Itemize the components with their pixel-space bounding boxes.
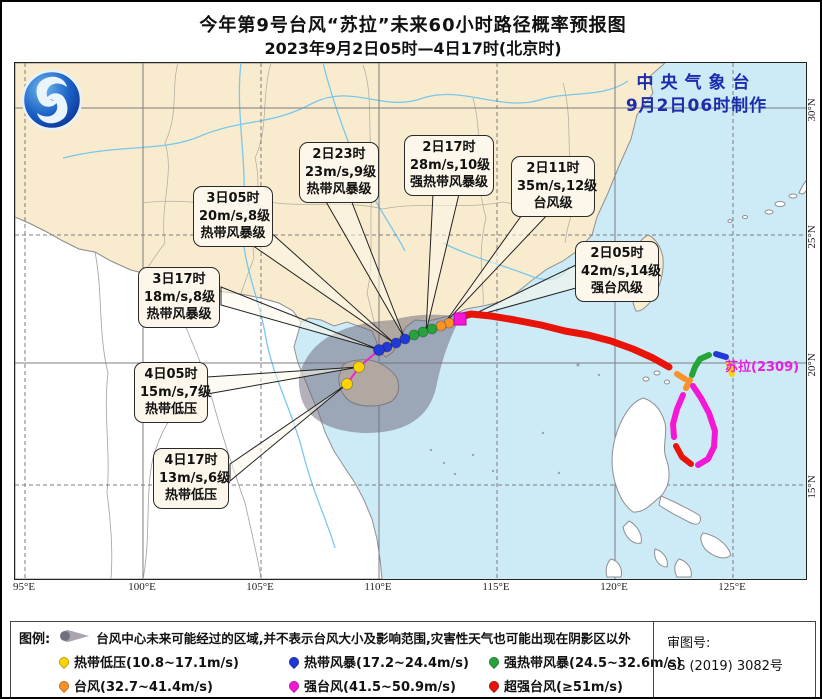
issue-time: 9月2日06时制作 bbox=[625, 95, 768, 116]
past-track bbox=[458, 310, 735, 468]
lon-label-100e: 100°E bbox=[128, 581, 156, 593]
legend-item-sts: 强热带风暴(24.5~32.6m/s) bbox=[486, 652, 682, 671]
callout-3d17: 3日17时 18m/s,8级 热带风暴级 bbox=[138, 267, 220, 328]
forecast-point-orange bbox=[435, 320, 447, 332]
forecast-track bbox=[341, 312, 467, 390]
legend-label: 图例: bbox=[19, 632, 51, 647]
lat-label-15n: 15°N bbox=[806, 475, 818, 499]
cma-logo bbox=[21, 69, 83, 131]
forecast-point-blue bbox=[399, 333, 411, 345]
figure-subtitle: 2023年9月2日05时—4日17时(北京时) bbox=[264, 39, 562, 58]
forecast-point-blue bbox=[390, 337, 402, 349]
ty-marker-icon bbox=[56, 678, 72, 693]
legend-item-super-ty: 超强台风(≥51m/s) bbox=[486, 676, 623, 695]
rivers bbox=[62, 63, 629, 549]
legend-item-sty: 强台风(41.5~50.9m/s) bbox=[286, 676, 456, 695]
forecast-point-yellow bbox=[353, 361, 365, 373]
callout-3d05: 3日05时 20m/s,8级 热带风暴级 bbox=[193, 186, 273, 247]
super-ty-marker-icon bbox=[486, 678, 502, 693]
figure-title: 今年第9号台风“苏拉”未来60小时路径概率预报图 bbox=[199, 15, 627, 36]
lat-label-30n: 30°N bbox=[806, 98, 818, 122]
lon-label-120e: 120°E bbox=[600, 581, 628, 593]
lon-label-105e: 105°E bbox=[246, 581, 274, 593]
forecast-point-green bbox=[426, 323, 438, 335]
callout-2d11: 2日11时 35m/s,12级 台风级 bbox=[511, 156, 597, 217]
south-china-sea-islets bbox=[429, 363, 601, 476]
legend-item-td: 热带低压(10.8~17.1m/s) bbox=[56, 652, 239, 671]
legend-item-ts: 热带风暴(17.2~24.4m/s) bbox=[286, 652, 469, 671]
legend-header-row: 图例: 台风中心未来可能经过的区域,并不表示台风大小及影响范围,灾害性天气也可能… bbox=[19, 628, 631, 647]
lon-label-125e: 125°E bbox=[718, 581, 746, 593]
legend-item-ty: 台风(32.7~41.4m/s) bbox=[56, 676, 213, 695]
lat-label-20n: 20°N bbox=[806, 353, 818, 377]
callout-2d17: 2日17时 28m/s,10级 强热带风暴级 bbox=[404, 135, 494, 196]
cone-description: 台风中心未来可能经过的区域,并不表示台风大小及影响范围,灾害性天气也可能出现在阴… bbox=[96, 631, 631, 646]
legend-panel: 图例: 台风中心未来可能经过的区域,并不表示台风大小及影响范围,灾害性天气也可能… bbox=[10, 621, 816, 697]
callout-4d05: 4日05时 15m/s,7级 热带低压 bbox=[134, 362, 211, 423]
ryukyu-islands bbox=[727, 180, 806, 223]
td-marker-icon bbox=[56, 654, 72, 669]
approval-number: GS (2019) 3082号 bbox=[667, 659, 783, 675]
storm-name-label: 苏拉(2309) bbox=[725, 360, 800, 375]
forecast-point-yellow bbox=[341, 378, 353, 390]
callout-4d17: 4日17时 13m/s,6级 热带低压 bbox=[153, 448, 230, 509]
lon-label-95e: 95°E bbox=[12, 581, 36, 593]
approval-label: 审图号: bbox=[667, 636, 711, 651]
sty-marker-icon bbox=[286, 678, 302, 693]
credit-block: 中央气象台 9月2日06时制作 bbox=[594, 72, 799, 118]
ts-marker-icon bbox=[286, 654, 302, 669]
current-position-marker bbox=[453, 312, 467, 326]
forecast-point-green bbox=[408, 329, 420, 341]
probability-cone bbox=[298, 314, 461, 434]
callout-pointers bbox=[206, 193, 577, 483]
lon-label-115e: 115°E bbox=[482, 581, 510, 593]
sts-marker-icon bbox=[486, 654, 502, 669]
lon-label-110e: 110°E bbox=[364, 581, 392, 593]
cone-icon bbox=[58, 629, 90, 647]
legend-divider bbox=[653, 622, 654, 697]
lat-label-25n: 25°N bbox=[806, 225, 818, 249]
agency-name: 中央气象台 bbox=[636, 73, 757, 93]
forecast-point-blue bbox=[373, 344, 385, 356]
approval-block: 审图号: GS (2019) 3082号 bbox=[667, 632, 783, 679]
callout-2d23: 2日23时 23m/s,9级 热带风暴级 bbox=[299, 142, 379, 203]
philippines-islands bbox=[605, 370, 732, 578]
forecast-point-green bbox=[417, 326, 429, 338]
callout-2d05: 2日05时 42m/s,14级 强台风级 bbox=[575, 241, 661, 302]
